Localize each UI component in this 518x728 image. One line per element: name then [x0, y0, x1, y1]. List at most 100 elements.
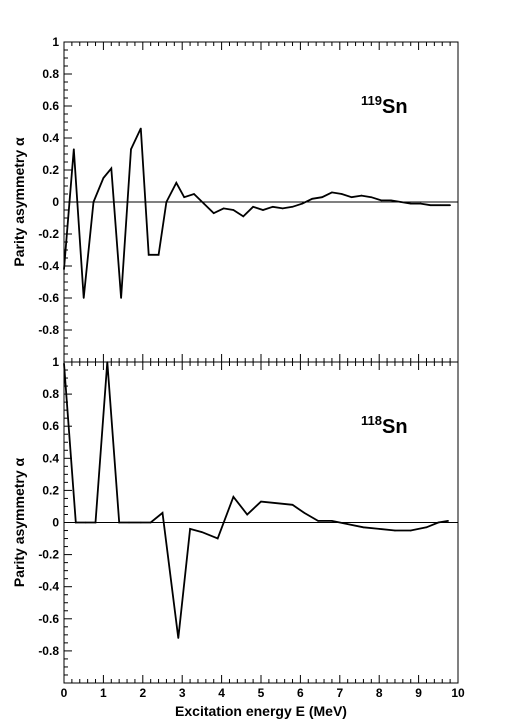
isotope-mass: 119 — [361, 93, 382, 108]
y-tick-label: 1 — [52, 35, 59, 49]
y-tick-label: 0.8 — [42, 67, 59, 81]
data-point — [331, 191, 333, 194]
data-point — [75, 521, 77, 524]
y-tick-label: 0 — [52, 195, 59, 209]
data-point — [246, 513, 249, 516]
data-point — [183, 196, 185, 198]
y-tick-label: 0.4 — [42, 131, 59, 145]
y-tick-label: 0 — [52, 516, 59, 530]
data-point — [439, 204, 442, 206]
data-point — [260, 500, 262, 503]
data-point — [301, 202, 304, 205]
data-point — [63, 268, 65, 271]
data-point — [275, 502, 278, 505]
data-point — [447, 520, 449, 522]
y-tick-label: -0.4 — [38, 259, 59, 273]
data-point — [449, 204, 451, 206]
x-tick-label: 2 — [139, 686, 146, 700]
data-series-line — [63, 128, 451, 299]
y-tick-label: -0.2 — [38, 227, 59, 241]
data-point — [175, 182, 178, 184]
data-point — [189, 528, 191, 530]
y-tick-label: -0.6 — [38, 612, 59, 626]
y-tick-label: -0.8 — [38, 323, 59, 337]
data-point — [409, 202, 412, 205]
data-point — [130, 148, 132, 150]
y-tick-label: -0.2 — [38, 548, 59, 562]
y-tick-label: 0.4 — [42, 451, 59, 465]
data-point — [394, 529, 396, 532]
data-point — [409, 529, 412, 532]
x-tick-label: 5 — [258, 686, 265, 700]
data-point — [212, 212, 215, 214]
data-point — [106, 361, 109, 363]
y-tick-label: -0.4 — [38, 580, 59, 594]
x-tick-label: 6 — [297, 686, 304, 700]
y-tick-label: -0.8 — [38, 644, 59, 658]
data-point — [400, 201, 402, 203]
y-tick-label: 0.8 — [42, 387, 59, 401]
y-axis-title: Parity asymmetry α — [11, 457, 27, 587]
data-point — [331, 520, 333, 522]
data-point — [110, 167, 113, 170]
data-point — [118, 521, 120, 524]
data-point — [419, 202, 422, 205]
data-point — [157, 254, 160, 256]
x-axis-title: Excitation energy E (MeV) — [175, 703, 347, 719]
data-point — [346, 523, 349, 525]
data-point — [82, 297, 85, 299]
data-point — [291, 504, 294, 506]
data-point — [128, 521, 130, 524]
data-point — [321, 196, 323, 198]
data-point — [140, 521, 142, 524]
y-tick-label: -0.6 — [38, 291, 59, 305]
data-point — [149, 521, 152, 524]
data-point — [340, 193, 343, 195]
y-tick-label: 1 — [52, 355, 59, 369]
x-tick-label: 0 — [61, 686, 68, 700]
panel-118sn: -0.8-0.6-0.4-0.200.20.40.60.810 1 2 3 4 5 6 7 8 9… — [11, 355, 465, 719]
x-tick-label: 4 — [218, 686, 225, 700]
data-point — [281, 207, 284, 210]
data-point — [262, 209, 264, 211]
data-point — [94, 521, 97, 524]
data-point — [92, 201, 95, 203]
isotope-symbol: Sn — [382, 416, 408, 438]
data-point — [380, 199, 382, 202]
data-point — [303, 512, 306, 514]
data-point — [437, 521, 440, 524]
data-point — [102, 177, 105, 179]
data-point — [63, 362, 65, 365]
data-point — [390, 199, 392, 202]
x-tick-label: 8 — [376, 686, 383, 700]
data-point — [73, 148, 75, 150]
x-tick-label: 1 — [100, 686, 107, 700]
data-point — [201, 531, 203, 533]
data-point — [425, 526, 428, 529]
data-point — [147, 254, 150, 256]
data-point — [203, 202, 205, 205]
data-point — [272, 206, 274, 208]
data-point — [350, 196, 353, 198]
data-point — [242, 215, 245, 218]
data-point — [232, 209, 235, 211]
data-point — [252, 206, 254, 208]
data-point — [360, 194, 363, 197]
data-point — [140, 127, 142, 130]
data-point — [311, 198, 314, 200]
x-tick-label: 9 — [415, 686, 422, 700]
data-point — [222, 207, 225, 210]
data-point — [120, 297, 122, 299]
y-tick-label: 0.6 — [42, 419, 59, 433]
y-axis-title: Parity asymmetry α — [11, 137, 27, 267]
data-point — [362, 526, 365, 529]
isotope-label: 118Sn — [361, 413, 408, 438]
data-point — [165, 201, 168, 203]
data-point — [317, 520, 319, 522]
isotope-label: 119Sn — [361, 93, 408, 118]
panel-119sn: -0.8 -0.6 -0.4 -0.2 0 0.2 0.4 0.6 0.8 1 Parity asy… — [11, 35, 459, 363]
data-series-line — [63, 361, 449, 639]
data-point — [216, 537, 219, 540]
data-point — [232, 496, 235, 498]
